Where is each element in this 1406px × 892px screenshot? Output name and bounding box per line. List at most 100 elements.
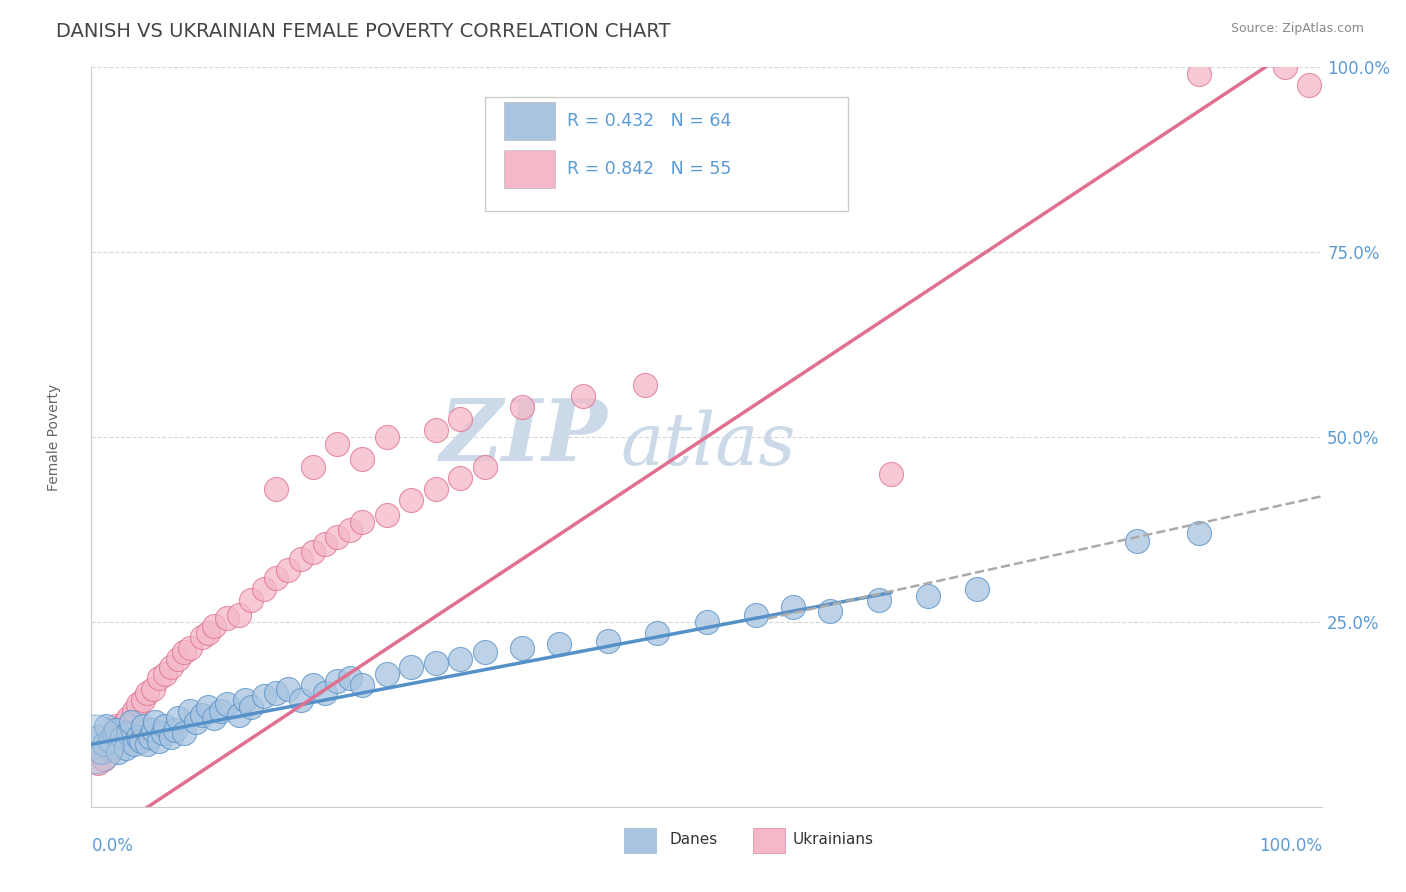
Point <box>197 700 219 714</box>
Point <box>510 401 533 415</box>
Point <box>375 667 398 681</box>
Point <box>264 571 287 585</box>
Point <box>90 745 112 759</box>
Point <box>326 530 349 544</box>
Point <box>425 423 447 437</box>
Point <box>314 685 336 699</box>
Point <box>145 715 166 730</box>
Point <box>818 604 841 618</box>
Point <box>782 600 804 615</box>
Text: Ukrainians: Ukrainians <box>793 831 873 847</box>
FancyBboxPatch shape <box>485 96 848 211</box>
Text: R = 0.432   N = 64: R = 0.432 N = 64 <box>568 112 733 130</box>
Point <box>290 552 312 566</box>
Point <box>880 467 903 482</box>
Point <box>96 733 117 747</box>
Point <box>240 593 263 607</box>
Point <box>93 752 115 766</box>
Point <box>111 730 134 744</box>
Point <box>917 589 939 603</box>
Point <box>399 493 422 508</box>
Point <box>301 545 323 559</box>
Point <box>277 563 299 577</box>
Point <box>90 745 112 759</box>
Point <box>139 730 162 744</box>
Point <box>105 723 127 737</box>
Point <box>152 726 174 740</box>
FancyBboxPatch shape <box>754 828 785 853</box>
Point <box>153 719 177 733</box>
Point <box>240 700 263 714</box>
Point <box>132 719 155 733</box>
Point <box>197 626 219 640</box>
Text: DANISH VS UKRAINIAN FEMALE POVERTY CORRELATION CHART: DANISH VS UKRAINIAN FEMALE POVERTY CORRE… <box>56 22 671 41</box>
Point <box>163 723 186 737</box>
Point <box>160 659 183 673</box>
Point <box>290 693 312 707</box>
Text: Female Poverty: Female Poverty <box>48 384 62 491</box>
Point <box>98 733 121 747</box>
Point <box>160 730 183 744</box>
Text: Source: ZipAtlas.com: Source: ZipAtlas.com <box>1230 22 1364 36</box>
Point <box>449 471 471 485</box>
Point <box>209 704 232 718</box>
Point <box>399 659 422 673</box>
Point <box>132 693 155 707</box>
Point <box>695 615 717 630</box>
Point <box>1187 67 1209 81</box>
Point <box>114 715 138 730</box>
Point <box>127 697 149 711</box>
Point <box>215 697 238 711</box>
Point <box>868 593 890 607</box>
Point <box>228 707 250 722</box>
Point <box>375 430 398 444</box>
Point <box>314 537 336 551</box>
Text: 0.0%: 0.0% <box>91 837 134 855</box>
Point <box>111 730 134 744</box>
Point <box>148 733 170 747</box>
Point <box>117 726 139 740</box>
Point <box>96 719 117 733</box>
Point <box>135 685 157 699</box>
Point <box>474 645 496 659</box>
Point <box>83 737 105 751</box>
Point <box>148 671 170 685</box>
Point <box>173 645 195 659</box>
Point <box>233 693 256 707</box>
Point <box>326 437 349 451</box>
Point <box>449 652 471 666</box>
FancyBboxPatch shape <box>624 828 657 853</box>
Text: ZIP: ZIP <box>440 395 607 479</box>
Point <box>202 619 225 633</box>
Point <box>645 626 669 640</box>
Point <box>103 726 125 740</box>
Point <box>301 678 323 692</box>
Point <box>547 637 569 651</box>
Point <box>253 582 276 596</box>
Point <box>253 690 276 704</box>
Point <box>352 452 374 467</box>
Point <box>114 741 138 756</box>
Point <box>301 459 323 474</box>
Point <box>135 737 157 751</box>
Text: atlas: atlas <box>620 409 796 480</box>
Point <box>142 723 165 737</box>
Point <box>510 641 533 656</box>
Point <box>184 715 207 730</box>
Point <box>191 630 214 644</box>
Point <box>474 459 496 474</box>
Point <box>215 611 238 625</box>
Point <box>202 711 225 725</box>
Text: 100.0%: 100.0% <box>1258 837 1322 855</box>
Point <box>103 726 125 740</box>
Point <box>966 582 988 596</box>
Point <box>105 719 127 733</box>
Point <box>352 515 374 529</box>
Text: Danes: Danes <box>669 831 718 847</box>
Point <box>1298 78 1320 93</box>
Point <box>124 737 146 751</box>
Point <box>228 607 250 622</box>
Point <box>120 715 142 730</box>
FancyBboxPatch shape <box>503 150 555 188</box>
Point <box>179 641 201 656</box>
